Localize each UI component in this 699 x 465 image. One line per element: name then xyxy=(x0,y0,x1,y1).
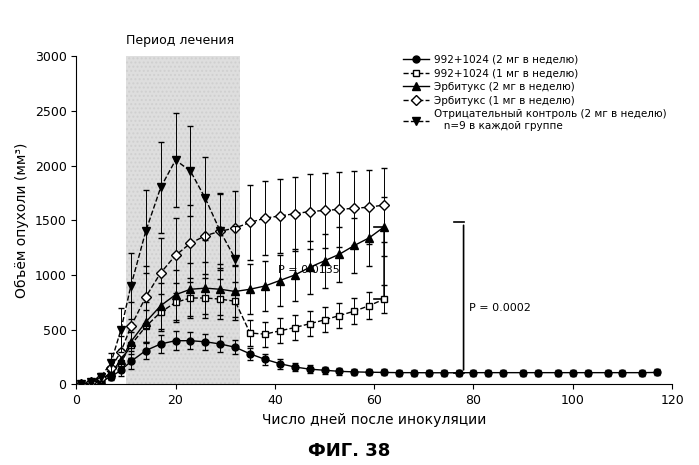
Y-axis label: Объём опухоли (мм³): Объём опухоли (мм³) xyxy=(15,143,29,298)
Text: Период лечения: Период лечения xyxy=(126,34,234,47)
Bar xyxy=(126,56,240,385)
Text: P = 0.0002: P = 0.0002 xyxy=(468,303,531,313)
Text: P = 0.0135: P = 0.0135 xyxy=(278,265,340,274)
Legend: 992+1024 (2 мг в неделю), 992+1024 (1 мг в неделю), Эрбитукс (2 мг в неделю), Эр: 992+1024 (2 мг в неделю), 992+1024 (1 мг… xyxy=(399,51,671,135)
X-axis label: Число дней после инокуляции: Число дней после инокуляции xyxy=(262,413,487,427)
Text: ФИГ. 38: ФИГ. 38 xyxy=(308,442,391,460)
